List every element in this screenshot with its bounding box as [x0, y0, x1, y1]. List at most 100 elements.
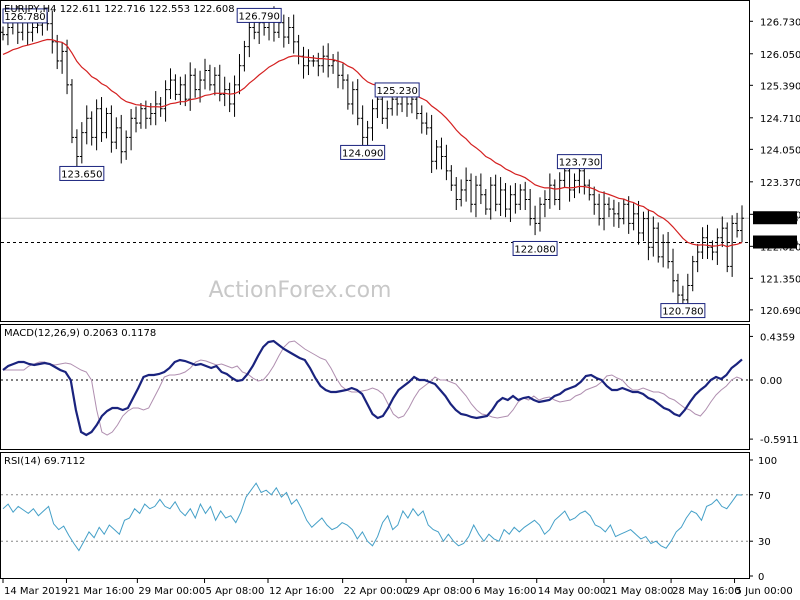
price-bar	[488, 177, 493, 220]
price-bar	[424, 112, 429, 135]
price-bar	[671, 248, 676, 293]
price-bar	[626, 196, 631, 234]
price-bar	[345, 74, 350, 110]
price-bar	[419, 105, 424, 134]
price-annotation: 126.780	[2, 8, 48, 24]
time-tick-label: 29 Mar 00:00	[138, 586, 205, 597]
price-bar	[478, 173, 483, 205]
price-bar	[173, 74, 178, 101]
annotation-box	[236, 7, 282, 23]
price-bar	[50, 10, 55, 54]
price-bar	[286, 16, 291, 44]
rsi-tick-label: 100	[758, 456, 777, 467]
price-bar	[661, 234, 666, 268]
rsi-tick-label: 0	[758, 572, 764, 583]
price-bar	[79, 122, 84, 164]
price-bar	[587, 179, 592, 201]
price-tick-label: 123.370	[760, 178, 800, 189]
price-series	[1, 6, 749, 313]
price-bar	[493, 174, 498, 212]
price-bar	[306, 49, 311, 76]
price-bar	[720, 216, 725, 248]
rsi-tick-label: 70	[758, 491, 771, 502]
time-tick-label: 14 Mar 2019	[4, 586, 67, 597]
price-bar	[178, 76, 183, 105]
price-bar	[636, 200, 641, 245]
price-annotation: 122.080	[512, 240, 558, 256]
price-bar	[454, 177, 459, 211]
price-bar	[5, 19, 10, 46]
price-bar	[365, 120, 370, 146]
time-tick-label: 6 May 16:00	[474, 586, 536, 597]
price-bar	[350, 81, 355, 115]
macd-label: MACD(12,26,9) 0.2063 0.1178	[4, 328, 156, 339]
price-bar	[690, 255, 695, 292]
price-bar	[597, 193, 602, 226]
price-bar	[740, 205, 744, 243]
price-bar	[202, 58, 207, 90]
price-bar	[513, 183, 518, 214]
current-price-flag-box	[753, 211, 797, 225]
price-bar	[631, 203, 636, 231]
price-annotation: 123.730	[556, 154, 602, 170]
price-bar	[602, 191, 607, 231]
annotation-box	[374, 82, 420, 98]
price-bar	[641, 211, 646, 242]
current-price-flag: 122.608	[753, 211, 798, 225]
price-bar	[434, 140, 439, 170]
watermark: ActionForex.com	[209, 278, 392, 303]
moving-average-line	[2, 38, 743, 248]
price-bar	[69, 79, 74, 144]
price-bar	[606, 197, 611, 218]
price-bar	[552, 179, 557, 206]
price-tick-label: 120.690	[760, 306, 800, 317]
price-bar	[483, 188, 488, 215]
price-bar	[232, 75, 237, 117]
price-bar	[547, 173, 552, 209]
price-bar	[523, 181, 528, 211]
price-bar	[60, 42, 65, 74]
price-bar	[222, 76, 227, 107]
price-bar	[429, 114, 434, 173]
price-bar	[538, 197, 543, 232]
annotation-label: 126.780	[4, 12, 45, 23]
price-annotation: 125.230	[374, 82, 420, 98]
price-annotations: 126.780 123.650 126.790 124.090 125.230 122.0…	[2, 7, 706, 319]
price-bar	[331, 54, 336, 74]
price-bar	[212, 67, 217, 96]
price-bar	[291, 14, 296, 54]
price-annotation: 126.790	[236, 7, 282, 23]
price-tick-label: 121.350	[760, 274, 800, 285]
price-bar	[592, 186, 597, 215]
price-annotation: 124.090	[340, 144, 386, 160]
macd-tick-label: 0.4359	[760, 332, 795, 343]
price-bar	[340, 63, 345, 90]
price-bar	[700, 227, 705, 259]
price-bar	[316, 52, 321, 77]
rsi-label: RSI(14) 69.7112	[4, 456, 85, 467]
price-bar	[735, 212, 740, 238]
price-bar	[498, 177, 503, 216]
price-tick-label: 126.730	[760, 17, 800, 28]
price-tick-label: 124.710	[760, 114, 800, 125]
price-bar	[84, 105, 89, 145]
rsi-series	[1, 482, 749, 552]
price-bar	[114, 117, 119, 150]
price-bar	[355, 79, 360, 126]
price-bar	[109, 105, 114, 153]
annotation-label: 122.080	[514, 244, 555, 255]
annotation-label: 123.650	[61, 169, 102, 180]
annotation-label: 126.790	[239, 11, 280, 22]
price-bar	[557, 172, 562, 211]
price-y-axis: 126.730 126.050 125.390 124.710 124.050 123.3…	[749, 17, 800, 317]
price-bar	[385, 100, 390, 129]
annotation-box	[2, 8, 48, 24]
price-bar	[414, 93, 419, 120]
price-bar	[730, 215, 735, 277]
price-bar	[193, 68, 198, 98]
price-bar	[247, 19, 252, 58]
annotation-box	[512, 240, 558, 256]
price-bar	[705, 224, 710, 259]
time-tick-label: 21 May 08:00	[605, 586, 674, 597]
